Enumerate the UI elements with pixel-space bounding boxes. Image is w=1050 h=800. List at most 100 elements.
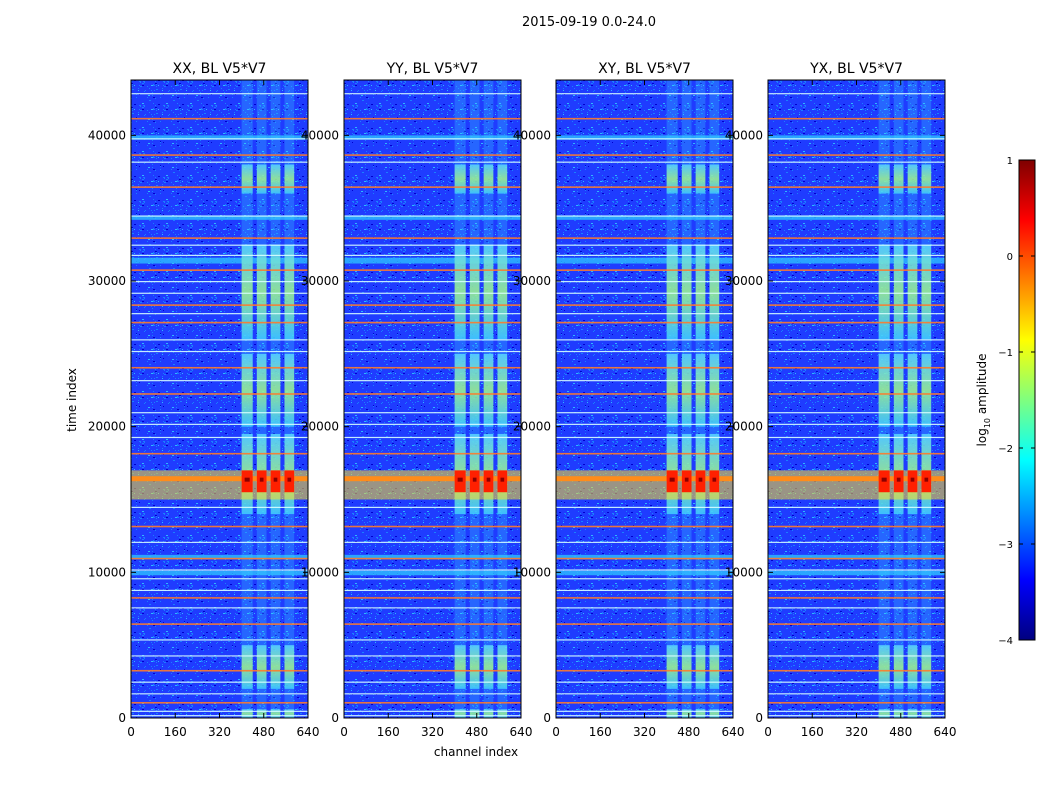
signal-block (284, 164, 295, 194)
y-tick-label: 40000 (88, 128, 126, 142)
signal-block (921, 645, 932, 689)
rfi-line (768, 423, 945, 425)
rfi-line (556, 436, 733, 439)
rfi-band (131, 135, 308, 140)
rfi-line (768, 117, 945, 120)
signal-block (666, 353, 678, 427)
signal-column (893, 80, 904, 718)
signal-block (681, 164, 692, 194)
rfi-line (556, 506, 733, 508)
y-tick-label: 20000 (513, 420, 551, 434)
signal-block (454, 164, 466, 194)
rfi-line (556, 412, 733, 414)
x-tick-label: 160 (801, 725, 824, 739)
signal-block (695, 164, 706, 194)
signal-block (497, 709, 508, 718)
rfi-hotspot-core (698, 477, 703, 482)
rfi-line (768, 339, 945, 341)
signal-block (270, 353, 281, 427)
rfi-line (131, 304, 308, 306)
x-tick-label: 640 (934, 725, 957, 739)
rfi-band (131, 554, 308, 560)
signal-column (256, 80, 267, 718)
rfi-line (556, 380, 733, 382)
rfi-line (556, 569, 733, 571)
colorbar-label: log10 amplitude (975, 354, 992, 447)
rfi-line (556, 186, 733, 188)
rfi-band (768, 135, 945, 140)
x-tick-label: 0 (127, 725, 135, 739)
rfi-line (344, 578, 521, 580)
rfi-line (344, 412, 521, 414)
rfi-line (768, 436, 945, 439)
rfi-event-band (344, 470, 521, 500)
rfi-line (344, 269, 521, 271)
rfi-line (556, 701, 733, 704)
colorbar-tick-label: 1 (1007, 156, 1013, 167)
signal-column (497, 80, 508, 718)
panel-yx: 0 160 320 480 640 0 10000 20000 30000 40000 YX, BL… (725, 61, 957, 739)
rfi-line (344, 339, 521, 341)
rfi-line (556, 452, 733, 455)
x-tick-label: 480 (252, 725, 275, 739)
y-tick-label: 0 (331, 711, 339, 725)
y-tick-label: 10000 (725, 565, 763, 579)
y-tick-label: 40000 (301, 128, 339, 142)
signal-block (284, 645, 295, 689)
x-tick-label: 480 (677, 725, 700, 739)
rfi-event-core (344, 476, 521, 482)
rfi-line (344, 304, 521, 306)
rfi-line (556, 597, 733, 599)
rfi-event-band (556, 470, 733, 500)
signal-block (695, 244, 706, 340)
signal-block (256, 164, 267, 194)
rfi-line (768, 412, 945, 414)
signal-block (878, 353, 890, 427)
rfi-line (131, 436, 308, 439)
rfi-line (131, 541, 308, 543)
signal-block (893, 164, 904, 194)
rfi-line (131, 237, 308, 239)
rfi-line (131, 154, 308, 156)
rfi-line (556, 350, 733, 353)
rfi-line (131, 339, 308, 341)
rfi-line (556, 237, 733, 239)
signal-block (695, 709, 706, 718)
rfi-line (131, 161, 308, 163)
rfi-line (556, 269, 733, 271)
y-axis-label: time index (65, 368, 79, 432)
rfi-line (344, 623, 521, 625)
signal-block (893, 709, 904, 718)
rfi-line (131, 681, 308, 683)
rfi-line (556, 541, 733, 543)
rfi-line (768, 244, 945, 246)
rfi-line (131, 701, 308, 704)
rfi-line (768, 393, 945, 395)
colorbar-ticks: 1 0 −1 −2 −3 −4 (998, 156, 1035, 647)
rfi-line (768, 589, 945, 592)
rfi-line (131, 313, 308, 315)
signal-block (709, 244, 720, 340)
rfi-line (131, 350, 308, 353)
signal-block (907, 164, 918, 194)
rfi-hotspot-core (910, 477, 915, 482)
signal-column (878, 80, 890, 718)
signal-block (666, 709, 678, 718)
signal-block (878, 645, 890, 689)
rfi-hotspot-core (924, 477, 929, 482)
x-tick-label: 320 (421, 725, 444, 739)
y-tick-label: 40000 (513, 128, 551, 142)
rfi-band (556, 554, 733, 560)
colorbar-tick-label: 0 (1007, 252, 1013, 263)
rfi-line (556, 623, 733, 625)
rfi-line (131, 693, 308, 695)
rfi-line (556, 669, 733, 672)
rfi-line (131, 623, 308, 625)
rfi-band (131, 257, 308, 264)
rfi-line (556, 655, 733, 657)
x-tick-label: 640 (510, 725, 533, 739)
rfi-line (768, 292, 945, 294)
rfi-band (131, 215, 308, 220)
x-tick-label: 640 (722, 725, 745, 739)
